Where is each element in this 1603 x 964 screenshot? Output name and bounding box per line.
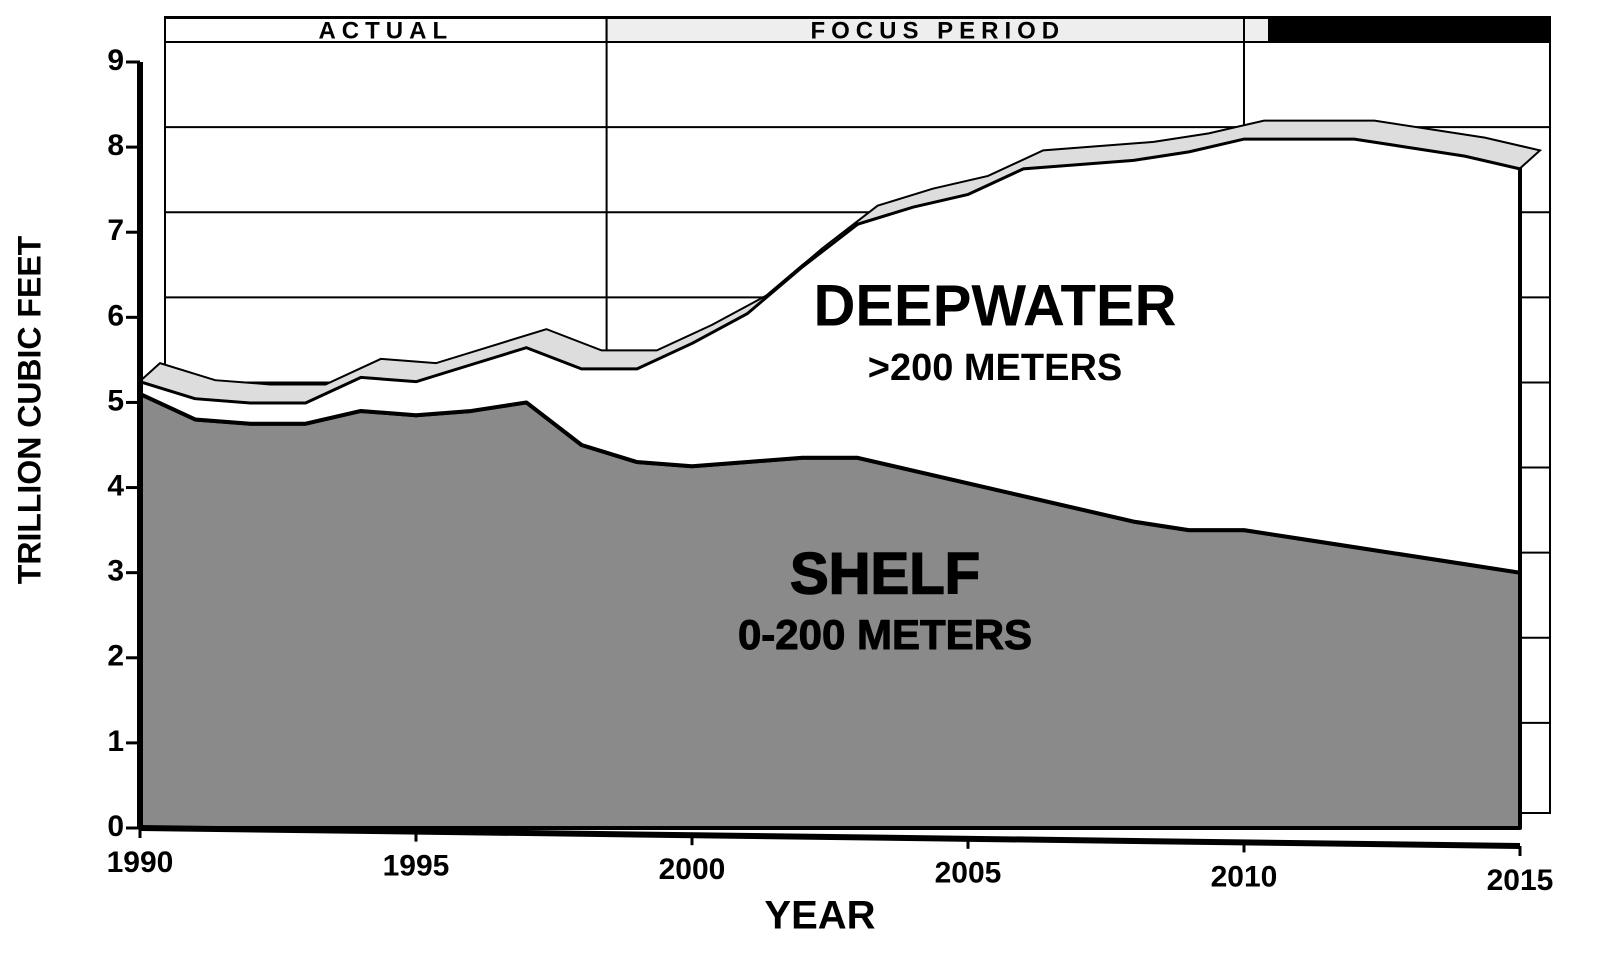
x-axis	[139, 825, 1521, 849]
y-tick-label: 1	[107, 725, 124, 758]
y-tick-label: 2	[107, 640, 124, 673]
period-band	[164, 17, 608, 43]
x-tick-label: 2015	[1487, 864, 1554, 897]
x-tick-label: 2000	[659, 853, 726, 886]
forecast-band	[1269, 18, 1550, 42]
y-tick-label: 5	[107, 384, 124, 417]
y-tick-label: 0	[107, 810, 124, 843]
series-label: SHELF	[790, 541, 980, 606]
x-tick-label: 2005	[935, 857, 1002, 890]
period-band	[605, 17, 1270, 43]
y-tick-label: 3	[107, 555, 124, 588]
period-label: ACTUAL	[318, 17, 453, 44]
top-ribbon	[138, 119, 1543, 404]
y-tick-label: 4	[107, 469, 124, 502]
y-axis-label: TRILLION CUBIC FEET	[11, 235, 47, 584]
x-axis-label: YEAR	[764, 894, 875, 938]
period-label: FOCUS PERIOD	[810, 17, 1065, 44]
y-tick-label: 6	[107, 299, 124, 332]
series-note: 0-200 METERS	[738, 611, 1032, 658]
series-label: DEEPWATER	[813, 273, 1176, 338]
x-tick-label: 1995	[383, 850, 450, 883]
x-tick-label: 1990	[107, 846, 174, 879]
y-tick-label: 8	[107, 129, 124, 162]
y-tick-label: 7	[107, 214, 124, 247]
y-tick-label: 9	[107, 44, 124, 77]
x-tick-label: 2010	[1211, 860, 1278, 893]
series-note: >200 METERS	[868, 347, 1123, 389]
